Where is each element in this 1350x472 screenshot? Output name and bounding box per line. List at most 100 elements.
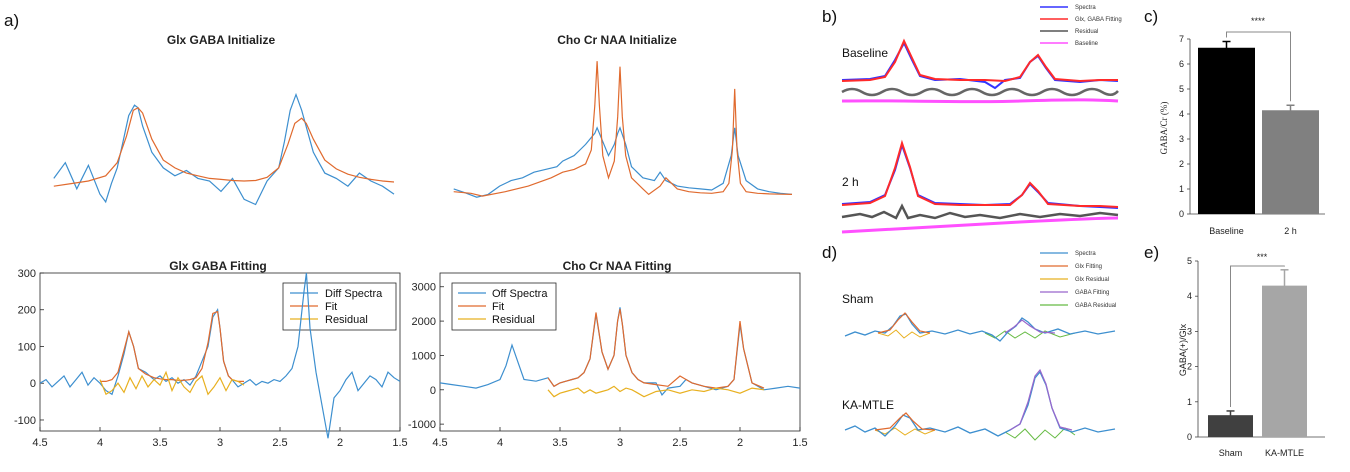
y-tick-label: 3 <box>1187 326 1192 336</box>
y-tick-label: 200 <box>18 305 36 317</box>
y-tick-label: 0 <box>430 385 436 397</box>
trace-spectra-blue-2h <box>841 141 1119 209</box>
trace-gaba-fit-ka <box>1009 368 1073 431</box>
significance-bracket <box>1230 265 1285 407</box>
trace-fitting-red <box>841 38 1118 83</box>
chart-title: Cho Cr NAA Initialize <box>557 33 677 47</box>
y-tick-label: 3000 <box>412 282 436 294</box>
chart-title: Glx GABA Initialize <box>167 33 276 47</box>
legend-label-gaba-residual: GABA Residual <box>1075 303 1116 309</box>
series-line-fit <box>453 61 793 197</box>
row-label-baseline: Baseline <box>842 46 888 60</box>
legend-label-fit: Fit <box>325 301 337 313</box>
chart-legend: Diff Spectra Fit Residual <box>282 282 397 331</box>
series-line-fit <box>100 310 244 382</box>
legend-label-off-spectra: Off Spectra <box>492 288 548 300</box>
chart-cho-fitting: Cho Cr NAA Fitting Off Spectra Fit Resid… <box>408 259 808 449</box>
x-tick-label: 1.5 <box>392 437 407 449</box>
chart-title: Glx GABA Fitting <box>169 259 267 273</box>
y-tick-label: 0 <box>1179 209 1184 219</box>
x-tick-label: 3.5 <box>552 437 567 449</box>
panel-label-e: e) <box>1144 243 1159 262</box>
x-tick-label: 3 <box>617 437 623 449</box>
x-tick-label: 4.5 <box>432 437 447 449</box>
y-axis-label: GABA(+)/Glx <box>1178 323 1188 376</box>
x-tick-label: 2 <box>737 437 743 449</box>
legend-label-spectra: Spectra <box>1075 5 1096 11</box>
panel-b-legend: Spectra Glx, GABA Fitting Residual Basel… <box>1040 5 1122 47</box>
panel-d-spectra: Spectra Glx Fitting Glx Residual GABA Fi… <box>842 251 1116 441</box>
trace-gaba-residual-sham <box>984 330 1076 339</box>
series-line-fit <box>53 106 395 187</box>
chart-legend: Off Spectra Fit Residual <box>451 282 557 331</box>
bar-2-h <box>1262 110 1319 214</box>
legend-label-fitting: Glx, GABA Fitting <box>1075 17 1122 23</box>
legend-label-diff-spectra: Diff Spectra <box>325 288 383 300</box>
y-tick-label: 1000 <box>412 350 436 362</box>
panel-label-b: b) <box>822 7 837 26</box>
y-tick-label: -100 <box>14 415 36 427</box>
chart-glx-initialize: Glx GABA Initialize <box>53 33 395 206</box>
series-line-spectra <box>53 92 395 206</box>
chart-cho-initialize: Cho Cr NAA Initialize <box>453 33 793 198</box>
x-tick-label: 4.5 <box>32 437 47 449</box>
legend-label-glx-fitting: Glx Fitting <box>1075 264 1102 270</box>
trace-residual-gray-2h <box>841 203 1119 220</box>
legend-label-fit: Fit <box>492 301 504 313</box>
chart-title: Cho Cr NAA Fitting <box>563 259 672 273</box>
x-tick-label: 3.5 <box>152 437 167 449</box>
series-line-residual <box>99 370 245 396</box>
chart-glx-fitting: Glx GABA Fitting Diff Spectra Fit Residu… <box>14 259 408 449</box>
trace-fitting-red-2h <box>841 139 1119 208</box>
trace-glx-fit-sham <box>877 312 931 334</box>
x-category-label: KA-MTLE <box>1265 448 1304 458</box>
y-tick-label: 2 <box>1179 159 1184 169</box>
y-tick-label: 4 <box>1187 291 1192 301</box>
y-tick-label: 6 <box>1179 59 1184 69</box>
legend-label-residual: Residual <box>1075 29 1098 35</box>
legend-label-spectra: Spectra <box>1075 251 1096 257</box>
panel-label-c: c) <box>1144 7 1158 26</box>
y-tick-label: 2 <box>1187 362 1192 372</box>
panel-label-a: a) <box>4 11 19 30</box>
y-tick-label: -1000 <box>408 419 436 431</box>
trace-glx-residual-ka <box>874 427 936 436</box>
trace-glx-fit-ka <box>874 412 936 431</box>
y-tick-label: 0 <box>30 378 36 390</box>
bar-baseline <box>1198 47 1255 214</box>
trace-residual-gray <box>841 87 1119 97</box>
panel-d-legend: Spectra Glx Fitting Glx Residual GABA Fi… <box>1040 251 1116 309</box>
y-tick-label: 5 <box>1187 256 1192 266</box>
panel-b-spectra: Spectra Glx, GABA Fitting Residual Basel… <box>841 5 1122 234</box>
y-tick-label: 4 <box>1179 109 1184 119</box>
x-category-label: Baseline <box>1209 226 1244 236</box>
legend-label-gaba-fitting: GABA Fitting <box>1075 290 1109 296</box>
series-line-spectra <box>453 126 793 198</box>
x-tick-label: 2.5 <box>672 437 687 449</box>
panel-label-d: d) <box>822 243 837 262</box>
y-tick-label: 1 <box>1187 397 1192 407</box>
row-label-2h: 2 h <box>842 175 859 189</box>
y-tick-label: 7 <box>1179 34 1184 44</box>
legend-label-residual: Residual <box>492 314 535 326</box>
trace-baseline-magenta-2h <box>841 216 1119 234</box>
series-line-fit <box>547 308 765 389</box>
legend-label-glx-residual: Glx Residual <box>1075 277 1109 283</box>
significance-label: *** <box>1257 252 1268 262</box>
trace-baseline-magenta <box>841 98 1119 104</box>
x-tick-label: 3 <box>217 437 223 449</box>
significance-label: **** <box>1251 16 1266 26</box>
y-tick-label: 100 <box>18 341 36 353</box>
y-tick-label: 5 <box>1179 84 1184 94</box>
x-tick-label: 4 <box>497 437 503 449</box>
series-line-residual <box>547 385 765 398</box>
y-tick-label: 0 <box>1187 432 1192 442</box>
row-label-sham: Sham <box>842 292 873 306</box>
chart-gaba-glx: GABA(+)/Glx *** 0 1 2 3 4 5 Sham KA-MTLE <box>1178 252 1325 458</box>
x-category-label: Sham <box>1219 448 1243 458</box>
legend-label-baseline: Baseline <box>1075 41 1099 47</box>
bar-sham <box>1208 415 1253 437</box>
y-axis-label: GABA/Cr (%) <box>1159 102 1169 155</box>
row-label-ka-mtle: KA-MTLE <box>842 398 894 412</box>
